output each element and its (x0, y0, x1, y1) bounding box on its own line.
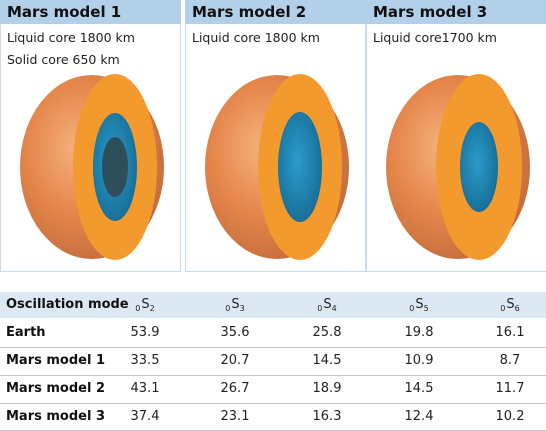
row-divider (0, 403, 546, 404)
liquid-core (460, 122, 498, 212)
table-cell: 26.7 (220, 381, 250, 396)
row-divider (0, 375, 546, 376)
liquid-core (278, 112, 322, 222)
row-label: Mars model 2 (6, 381, 106, 396)
mode-header-0s3: 0S3 (225, 297, 245, 313)
table-cell: 18.9 (312, 381, 342, 396)
table-cell: 16.1 (495, 325, 525, 340)
table-row: Mars model 2 43.1 26.7 18.9 14.5 11.7 (0, 376, 546, 402)
mode-header-0s6: 0S6 (500, 297, 520, 313)
table-cell: 35.6 (220, 325, 250, 340)
panel-title: Mars model 3 (366, 0, 546, 24)
table-cell: 53.9 (130, 325, 160, 340)
mars-model-3-cutaway (386, 74, 530, 260)
table-row: Mars model 1 33.5 20.7 14.5 10.9 8.7 (0, 348, 546, 374)
table-row: Earth 53.9 35.6 25.8 19.8 16.1 (0, 320, 546, 346)
table-cell: 20.7 (220, 353, 250, 368)
mars-model-1-cutaway (20, 74, 164, 260)
table-cell: 12.4 (404, 409, 434, 424)
table-cell: 8.7 (499, 353, 521, 368)
mars-model-2-cutaway (205, 74, 349, 260)
table-cell: 19.8 (404, 325, 434, 340)
table-cell: 37.4 (130, 409, 160, 424)
panel-liquid-core-text: Liquid core1700 km (373, 30, 497, 45)
table-header-row: Oscillation mode 0S2 0S3 0S4 0S5 0S6 (0, 292, 546, 318)
panel-title: Mars model 1 (0, 0, 181, 24)
row-label: Mars model 1 (6, 353, 106, 368)
table-cell: 10.2 (495, 409, 525, 424)
mode-header-0s5: 0S5 (409, 297, 429, 313)
table-cell: 16.3 (312, 409, 342, 424)
mode-header-0s2: 0S2 (135, 297, 155, 313)
model-panel-2: Mars model 2 Liquid core 1800 km (185, 0, 366, 272)
table-cell: 43.1 (130, 381, 160, 396)
table-cell: 25.8 (312, 325, 342, 340)
table-cell: 11.7 (495, 381, 525, 396)
table-header-label: Oscillation mode (6, 297, 129, 312)
solid-core (102, 137, 128, 197)
table-cell: 33.5 (130, 353, 160, 368)
table-cell: 10.9 (404, 353, 434, 368)
panel-solid-core-text: Solid core 650 km (7, 52, 120, 67)
panel-liquid-core-text: Liquid core 1800 km (7, 30, 135, 45)
row-label: Earth (6, 325, 46, 340)
panel-title: Mars model 2 (185, 0, 366, 24)
table-row: Mars model 3 37.4 23.1 16.3 12.4 10.2 (0, 404, 546, 430)
mode-header-0s4: 0S4 (317, 297, 337, 313)
model-panel-3: Mars model 3 Liquid core1700 km (366, 0, 546, 272)
table-cell: 14.5 (404, 381, 434, 396)
model-panel-1: Mars model 1 Liquid core 1800 km Solid c… (0, 0, 181, 272)
row-divider (0, 347, 546, 348)
panel-liquid-core-text: Liquid core 1800 km (192, 30, 320, 45)
table-cell: 14.5 (312, 353, 342, 368)
row-label: Mars model 3 (6, 409, 106, 424)
table-cell: 23.1 (220, 409, 250, 424)
